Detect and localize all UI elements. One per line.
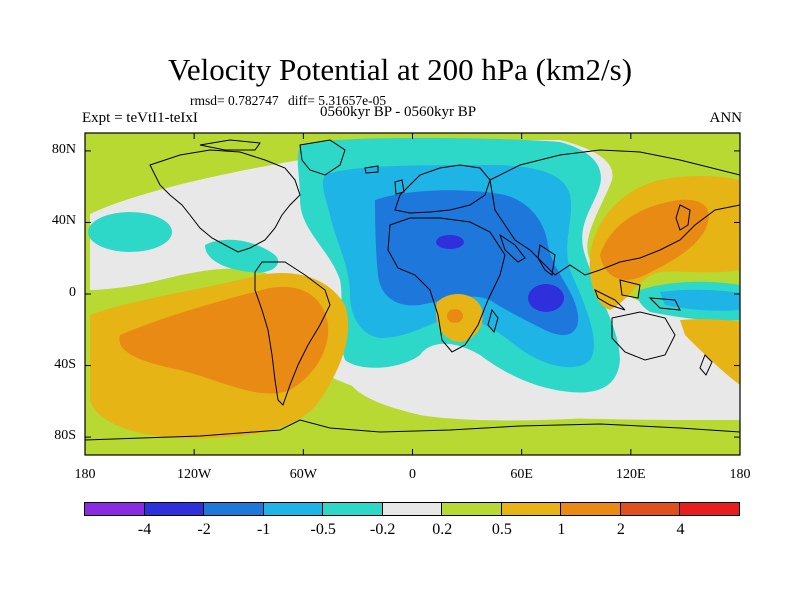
colorbar-swatch [381, 502, 443, 516]
colorbar-label: 4 [676, 521, 685, 538]
coastline-arctic-islands [199, 139, 261, 151]
coastline-japan [675, 204, 691, 231]
colorbar-swatch [322, 502, 383, 516]
y-tick-label: 40N [51, 213, 76, 229]
season-label: ANN [709, 110, 743, 126]
colorbar-swatch [84, 502, 145, 516]
y-tick-label: 80S [54, 428, 76, 444]
colorbar-swatch [262, 502, 324, 516]
coastline-arabia [499, 233, 526, 263]
coastline-uk [394, 179, 405, 195]
y-tick-label: 80N [51, 141, 76, 157]
colorbar-label: -2 [197, 521, 211, 538]
coastline-asia [489, 149, 740, 276]
colorbar-swatch [500, 502, 562, 516]
experiment-label: Expt = teVtI1-teIxI [82, 110, 198, 126]
stats-line: rmsd= 0.782747 diff= 5.31657e-05 [190, 93, 386, 109]
y-tick-label: 40S [54, 356, 76, 372]
x-tick-label: 180 [729, 467, 751, 482]
contour-field [85, 133, 740, 455]
coastline-new-guinea [648, 297, 681, 311]
contour-near-zero-south [345, 372, 680, 421]
coastline-iceland [364, 165, 379, 174]
contour-positive-se-pacific-1 [119, 286, 329, 394]
period-label: 0560kyr BP - 0560kyr BP [320, 104, 477, 120]
contour-negative-wpacific-core [660, 289, 740, 311]
colorbar [84, 502, 741, 516]
colorbar-label: 1 [557, 521, 566, 538]
coastline-greenland [299, 139, 346, 176]
coastline-madagascar [487, 308, 499, 334]
contour-min-indian-ocean [528, 284, 564, 312]
x-tick-label: 60E [510, 467, 533, 482]
x-tick-label: 0 [409, 467, 416, 482]
diff-value: diff= 5.31657e-05 [288, 93, 387, 108]
coastlines [85, 139, 740, 441]
colorbar-swatch [560, 502, 621, 516]
contour-positive-nw-pacific-1 [600, 199, 709, 280]
colorbar-swatch [143, 502, 205, 516]
rmsd-value: rmsd= 0.782747 [190, 93, 279, 108]
contour-min-north-africa [436, 235, 464, 249]
colorbar-label: -0.2 [370, 521, 396, 538]
y-tick-label: 0 [69, 285, 76, 300]
colorbar-swatch [679, 502, 741, 516]
colorbar-swatch [619, 502, 681, 516]
coastline-antarctica [85, 419, 740, 441]
colorbar-label: -0.5 [310, 521, 336, 538]
x-tick-label: 120E [616, 467, 646, 482]
coastline-north-america [149, 149, 301, 253]
coastline-africa [387, 217, 506, 353]
coastline-sumatra [594, 288, 626, 311]
contour-negative-1 [375, 190, 579, 335]
coastline-borneo [619, 279, 641, 299]
colorbar-swatch [203, 502, 264, 516]
colorbar-label: -1 [256, 521, 271, 538]
contour-positive-sw-pacific [680, 319, 740, 385]
coastline-australia [611, 311, 676, 361]
x-tick-label: 180 [74, 467, 96, 482]
coastline-india [537, 244, 556, 276]
x-tick-label: 60W [289, 467, 317, 482]
coastline-europe [394, 164, 491, 214]
coastline-new-zealand [699, 354, 713, 376]
colorbar-label: 2 [616, 521, 625, 538]
colorbar-label: 0.5 [491, 521, 512, 538]
page-title: Velocity Potential at 200 hPa (km2/s) [167, 52, 633, 87]
colorbar-swatch [441, 502, 502, 516]
colorbar-label: 0.2 [432, 521, 453, 538]
colorbar-label: -4 [137, 521, 152, 538]
coastline-south-america [254, 261, 331, 406]
contour-negative-pacific-north [88, 212, 172, 252]
contour-max-southern-africa [447, 309, 463, 323]
axis-ticks [84, 133, 741, 455]
x-tick-label: 120W [177, 467, 212, 482]
